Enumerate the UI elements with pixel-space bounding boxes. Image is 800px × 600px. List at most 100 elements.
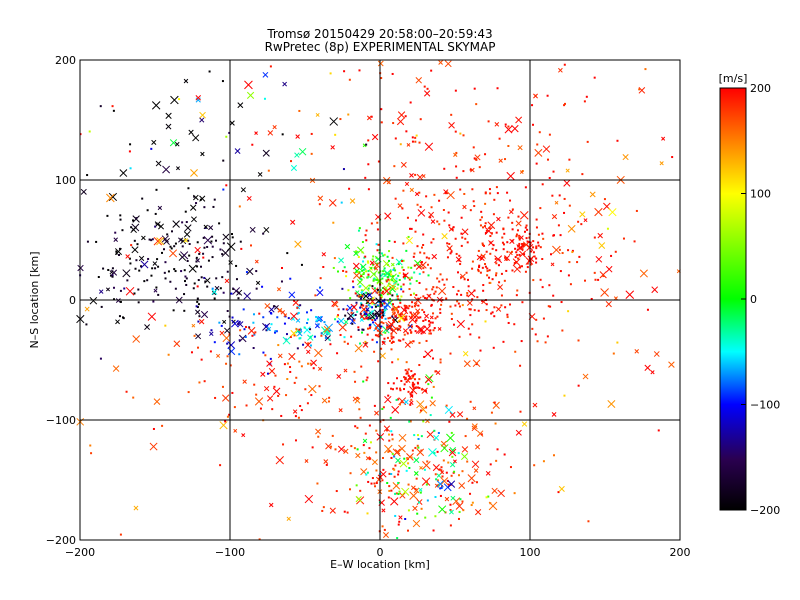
data-point [381, 456, 384, 459]
data-point [336, 315, 339, 318]
data-point [417, 446, 420, 449]
y-axis-label: N–S location [km] [28, 251, 41, 348]
data-point [515, 233, 518, 236]
data-point [375, 278, 378, 281]
data-point-cross [607, 399, 616, 408]
data-point [380, 121, 383, 124]
data-point [141, 197, 144, 200]
data-point [277, 344, 280, 347]
data-point [547, 305, 550, 308]
data-point-cross [355, 495, 362, 503]
data-point [484, 263, 487, 266]
data-point [387, 382, 390, 385]
data-point [125, 390, 128, 393]
data-point [364, 432, 367, 435]
data-point [469, 333, 472, 336]
data-point [439, 494, 442, 497]
data-point-cross [403, 328, 409, 334]
data-point [423, 468, 426, 471]
data-point-cross [183, 238, 189, 243]
data-point [535, 226, 538, 229]
data-point [374, 485, 377, 488]
data-point [289, 277, 292, 280]
data-point-cross [188, 264, 197, 273]
data-point [507, 125, 510, 128]
data-point [403, 333, 406, 336]
data-point [383, 337, 386, 340]
data-point [469, 314, 472, 317]
data-point [484, 192, 487, 195]
data-point [432, 238, 435, 241]
data-point-cross [316, 289, 324, 297]
data-point [366, 299, 369, 302]
data-point [535, 318, 538, 321]
data-point [409, 311, 412, 314]
data-point [383, 267, 386, 270]
data-point [388, 485, 391, 488]
data-point [521, 248, 524, 251]
data-point [212, 205, 215, 208]
data-point [515, 294, 518, 297]
data-point [386, 326, 389, 329]
data-point [536, 340, 539, 343]
data-point [206, 285, 209, 288]
data-point [501, 241, 504, 244]
data-point [356, 396, 359, 399]
data-point [114, 231, 117, 234]
data-point [290, 160, 293, 163]
data-point-cross [208, 225, 214, 231]
data-point [325, 463, 328, 466]
colorbar-tick-label: −100 [750, 399, 780, 412]
data-point-cross [392, 448, 401, 457]
data-point [523, 253, 526, 256]
data-point [203, 276, 206, 279]
data-point-cross [374, 262, 380, 268]
data-point [468, 308, 471, 311]
data-point [486, 274, 489, 277]
data-point-cross [249, 226, 256, 233]
data-point [395, 293, 398, 296]
data-point [567, 274, 570, 277]
data-point-cross [429, 400, 436, 407]
data-point-cross [384, 444, 393, 454]
data-point [386, 293, 389, 296]
data-point [183, 269, 186, 272]
data-point-cross [114, 248, 122, 256]
data-point [369, 305, 372, 308]
data-point [506, 241, 509, 244]
data-point [157, 265, 160, 268]
data-point [307, 362, 310, 365]
data-point [310, 132, 313, 135]
data-point [359, 306, 362, 309]
data-point [381, 309, 384, 312]
data-point [368, 447, 371, 450]
data-point [155, 286, 158, 289]
data-point [394, 464, 397, 467]
data-point [412, 375, 415, 378]
data-point [518, 242, 521, 245]
data-point [610, 254, 613, 257]
data-point [406, 457, 409, 460]
data-point-cross [389, 285, 396, 293]
data-point [211, 245, 214, 248]
data-point [365, 473, 368, 476]
data-point [392, 382, 395, 385]
data-point [442, 208, 445, 211]
data-point-cross [296, 330, 303, 337]
data-point [403, 388, 406, 391]
data-point-cross [567, 224, 576, 233]
data-point [199, 198, 202, 201]
data-point-cross [371, 133, 379, 141]
data-point-cross [290, 164, 298, 172]
data-point [436, 277, 439, 280]
data-point-cross [456, 411, 464, 418]
data-point [218, 321, 221, 324]
data-point [404, 309, 407, 312]
data-point [531, 327, 534, 330]
data-point-cross [515, 116, 523, 124]
data-point [406, 372, 409, 375]
chart-title-line1: Tromsø 20150429 20:58:00–20:59:43 [266, 27, 492, 41]
data-point [381, 302, 384, 305]
data-point-cross [438, 286, 447, 296]
data-point [255, 393, 258, 396]
